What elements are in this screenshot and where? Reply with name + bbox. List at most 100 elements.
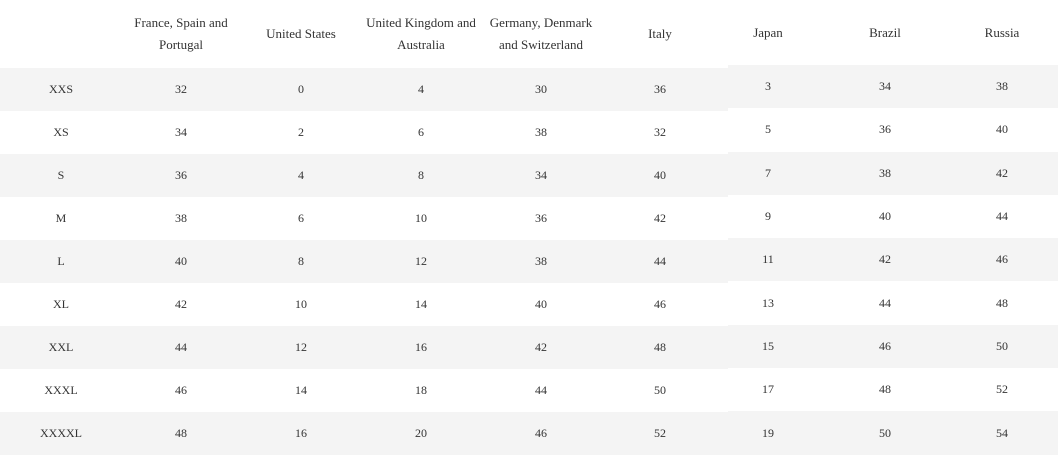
- size-value: 16: [415, 340, 427, 354]
- row-band: [728, 65, 1058, 109]
- size-value: 0: [298, 82, 304, 96]
- column-header: France, Spain and Portugal: [134, 15, 228, 52]
- size-label: L: [57, 254, 65, 268]
- column-header: United States: [266, 26, 336, 41]
- row-band: [728, 151, 1058, 195]
- size-value: 38: [996, 79, 1008, 94]
- size-value: 40: [879, 209, 891, 224]
- size-value: 48: [175, 426, 187, 440]
- row-band: [0, 68, 728, 111]
- size-value: 8: [298, 254, 304, 268]
- size-value: 48: [996, 295, 1008, 310]
- size-value: 50: [879, 425, 891, 440]
- size-value: 8: [418, 168, 424, 182]
- size-value: 32: [175, 82, 187, 96]
- size-value: 42: [654, 211, 666, 225]
- size-value: 6: [418, 125, 424, 139]
- size-value: 40: [654, 168, 666, 182]
- size-value: 38: [535, 125, 547, 139]
- size-value: 17: [762, 382, 774, 397]
- size-value: 38: [879, 165, 891, 180]
- size-value: 42: [175, 297, 187, 311]
- size-value: 10: [415, 211, 427, 225]
- size-value: 46: [654, 297, 666, 311]
- size-value: 5: [765, 122, 771, 137]
- size-value: 44: [996, 209, 1008, 224]
- size-value: 50: [996, 338, 1008, 353]
- size-value: 2: [298, 125, 304, 139]
- size-value: 14: [415, 297, 427, 311]
- column-header: Russia: [984, 24, 1020, 40]
- row-band: [0, 412, 728, 455]
- column-header: Japan: [753, 24, 783, 40]
- size-value: 54: [996, 425, 1008, 440]
- size-value: 46: [879, 338, 891, 353]
- size-value: 34: [175, 125, 187, 139]
- size-value: 52: [996, 382, 1008, 397]
- size-value: 44: [654, 254, 666, 268]
- size-value: 40: [535, 297, 547, 311]
- row-band: [728, 324, 1058, 369]
- size-value: 36: [654, 82, 666, 96]
- size-value: 30: [535, 82, 547, 96]
- size-value: 34: [535, 168, 547, 182]
- size-value: 4: [298, 168, 304, 182]
- size-value: 36: [175, 168, 187, 182]
- size-value: 18: [415, 383, 427, 397]
- row-band: [0, 326, 728, 369]
- size-value: 44: [879, 295, 891, 310]
- column-header: Germany, Denmark and Switzerland: [489, 15, 593, 52]
- size-value: 11: [762, 252, 774, 267]
- row-band: [728, 238, 1058, 282]
- size-value: 7: [765, 165, 771, 180]
- size-value: 50: [654, 383, 666, 397]
- row-band: [0, 240, 728, 283]
- size-value: 6: [298, 211, 304, 225]
- column-header: United Kingdom and Australia: [366, 15, 476, 52]
- column-header: Italy: [648, 26, 672, 41]
- size-value: 14: [295, 383, 307, 397]
- size-value: 12: [415, 254, 427, 268]
- size-value: 46: [175, 383, 187, 397]
- size-value: 48: [879, 382, 891, 397]
- size-value: 52: [654, 426, 666, 440]
- size-label: XXL: [48, 340, 74, 354]
- size-value: 42: [879, 252, 891, 267]
- size-value: 46: [535, 426, 547, 440]
- size-value: 40: [996, 122, 1008, 137]
- size-value: 36: [535, 211, 547, 225]
- size-value: 3: [765, 79, 771, 94]
- size-value: 32: [654, 125, 666, 139]
- size-label: XXXL: [44, 383, 78, 397]
- size-value: 19: [762, 425, 774, 440]
- size-value: 20: [415, 426, 427, 440]
- size-value: 48: [654, 340, 666, 354]
- size-label: XS: [53, 125, 69, 139]
- size-value: 4: [418, 82, 424, 96]
- size-value: 13: [762, 295, 774, 310]
- size-value: 46: [996, 252, 1008, 267]
- size-label: XL: [53, 297, 69, 311]
- size-value: 12: [295, 340, 307, 354]
- size-value: 16: [295, 426, 307, 440]
- size-value: 36: [879, 122, 891, 137]
- size-value: 44: [535, 383, 547, 397]
- size-value: 38: [535, 254, 547, 268]
- column-header: Brazil: [869, 24, 901, 40]
- size-value: 38: [175, 211, 187, 225]
- size-label: XXXXL: [40, 426, 82, 440]
- size-value: 9: [765, 209, 771, 224]
- size-value: 42: [535, 340, 547, 354]
- row-band: [728, 411, 1058, 455]
- size-value: 40: [175, 254, 187, 268]
- size-value: 15: [762, 338, 774, 353]
- size-label: XXS: [48, 82, 73, 96]
- size-value: 10: [295, 297, 307, 311]
- size-label: S: [57, 168, 65, 182]
- row-band: [0, 154, 728, 197]
- size-value: 34: [879, 79, 891, 94]
- size-value: 44: [175, 340, 187, 354]
- size-label: M: [55, 211, 67, 225]
- size-value: 42: [996, 165, 1008, 180]
